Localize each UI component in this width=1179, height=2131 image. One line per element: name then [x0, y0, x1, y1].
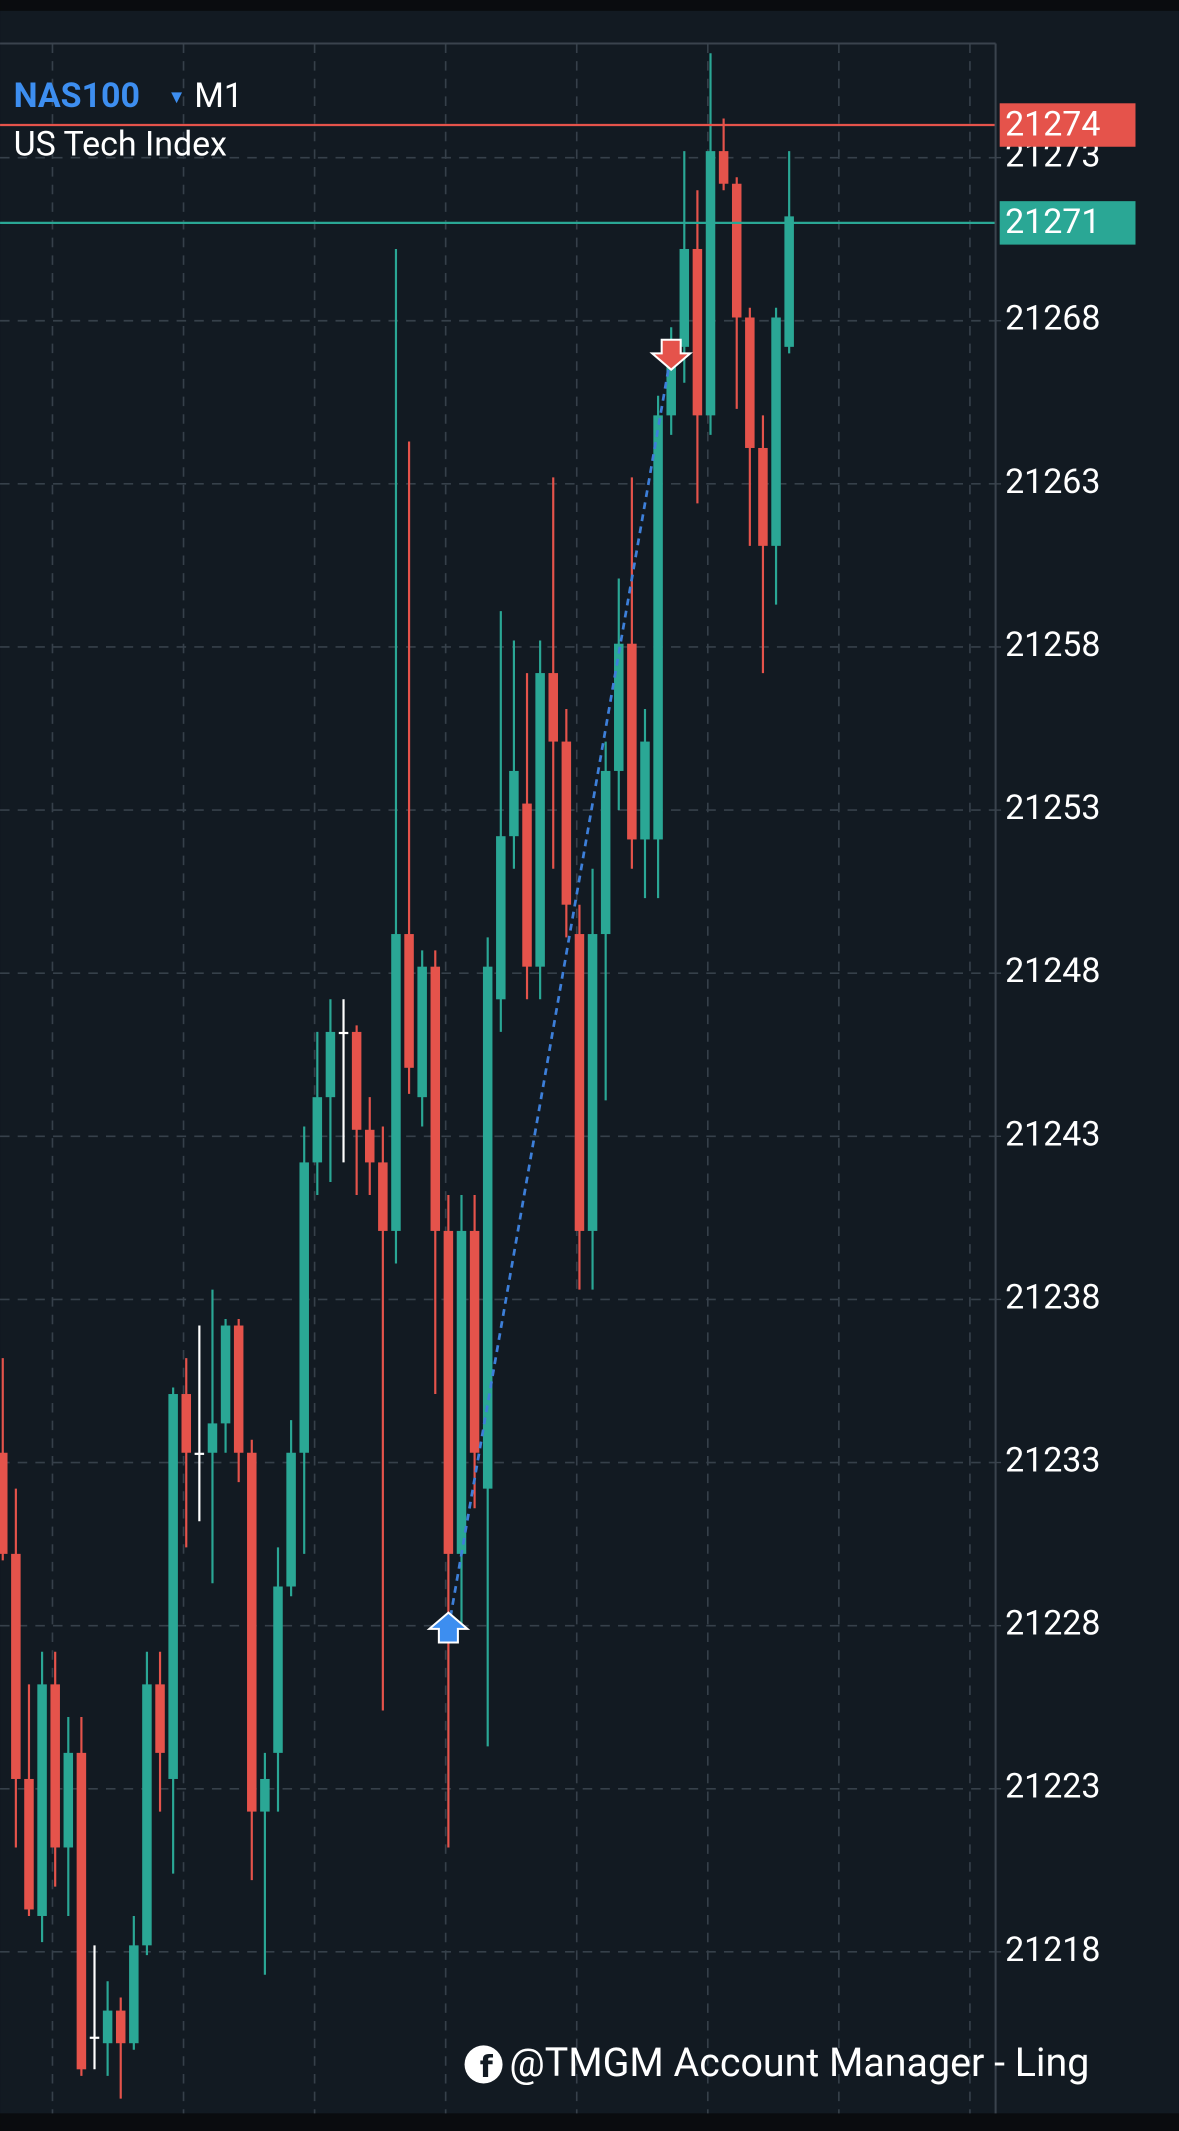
candle-body — [535, 673, 545, 967]
header: NAS100 M1 US Tech Index — [14, 77, 243, 165]
candle-body — [771, 317, 781, 546]
y-tick-label: 21268 — [1005, 300, 1100, 339]
price-label: 21274 — [1005, 105, 1100, 144]
candle-body — [299, 1162, 309, 1453]
candle-body — [129, 1945, 139, 2044]
candle-body — [194, 1452, 205, 1455]
candle-body — [364, 1129, 375, 1163]
candle-body — [76, 1752, 87, 2070]
price-label-box — [999, 103, 1136, 147]
symbol-dropdown-caret[interactable] — [171, 92, 183, 104]
candle-body — [181, 1394, 192, 1453]
candle-body — [692, 248, 703, 416]
candle-body — [482, 966, 493, 1489]
y-tick-label: 21243 — [1005, 1115, 1100, 1154]
candle-body — [784, 216, 794, 347]
candle-body — [142, 1684, 152, 1946]
candle-body — [561, 741, 572, 905]
candle-body — [627, 643, 637, 840]
facebook-icon — [464, 2045, 503, 2084]
candle-body — [745, 317, 755, 448]
plot — [0, 53, 996, 2099]
candle-body — [443, 1230, 454, 1554]
candle-body — [11, 1553, 21, 1779]
y-tick-label: 21218 — [1005, 1931, 1100, 1970]
candle-body — [89, 2036, 100, 2039]
candle-body — [417, 966, 427, 1098]
candle-body — [50, 1684, 60, 1848]
candle-body — [220, 1325, 231, 1424]
price-axis: 21218 21223 21228 21233 21238 21243 21248 21253… — [995, 103, 1136, 1970]
candle-body — [587, 934, 598, 1231]
candle-body — [731, 183, 742, 318]
candle-body — [233, 1325, 244, 1453]
candle-body — [63, 1752, 74, 1848]
candle-body — [430, 966, 441, 1231]
candle-body — [718, 151, 729, 184]
candle-body — [37, 1684, 47, 1916]
candle-body — [312, 1097, 323, 1163]
candle-body — [155, 1684, 165, 1753]
candle-body — [260, 1778, 270, 1812]
candle-body — [273, 1586, 283, 1753]
timeframe[interactable]: M1 — [194, 77, 243, 116]
candle-body — [522, 803, 532, 967]
facebook-icon-glyph: f — [480, 2050, 494, 2085]
trade-line — [447, 353, 673, 1630]
candle-body — [207, 1423, 218, 1453]
y-tick-label: 21228 — [1005, 1605, 1100, 1644]
candle-body — [640, 741, 650, 840]
symbol[interactable]: NAS100 — [14, 77, 140, 116]
candle-body — [653, 415, 663, 840]
candle-body — [509, 770, 519, 837]
candle-body — [469, 1230, 480, 1453]
candle-body — [247, 1452, 257, 1812]
candle-body — [102, 2010, 113, 2044]
price-label: 21271 — [1005, 203, 1100, 242]
candle-body — [115, 2010, 126, 2044]
candle-body — [758, 447, 768, 546]
y-tick-label: 21248 — [1005, 952, 1100, 991]
trade-arrow — [426, 1611, 471, 1644]
candle-body — [456, 1230, 467, 1554]
y-tick-label: 21263 — [1005, 463, 1100, 502]
candle-body — [666, 346, 676, 416]
watermark-text: @TMGM Account Manager - Ling — [509, 2039, 1089, 2086]
candle-body — [378, 1162, 388, 1231]
candle-body — [325, 1031, 336, 1098]
y-tick-label: 21223 — [1005, 1768, 1100, 1807]
candle-body — [496, 836, 506, 1000]
candle-body — [679, 248, 690, 347]
grid — [0, 43, 996, 2114]
y-tick-label: 21258 — [1005, 626, 1100, 665]
watermark: f @TMGM Account Manager - Ling — [464, 2039, 1089, 2086]
candle-body — [614, 643, 624, 771]
y-tick-label: 21233 — [1005, 1442, 1100, 1481]
trade-arrow — [649, 338, 693, 372]
candle-body — [600, 770, 611, 935]
candle-body — [351, 1031, 362, 1130]
candle-body — [286, 1452, 296, 1587]
y-tick-label: 21238 — [1005, 1278, 1100, 1317]
candle-body — [705, 151, 716, 416]
description: US Tech Index — [14, 126, 227, 165]
candle-body — [404, 934, 414, 1068]
candle-body — [168, 1394, 178, 1779]
candle-body — [574, 934, 585, 1231]
price-label-box — [999, 201, 1136, 245]
candle-body — [338, 1031, 349, 1035]
y-tick-label: 21253 — [1005, 789, 1100, 828]
candle-body — [0, 1452, 8, 1554]
candle-body — [24, 1778, 34, 1910]
candle-body — [391, 934, 401, 1231]
candle-body — [548, 673, 558, 742]
